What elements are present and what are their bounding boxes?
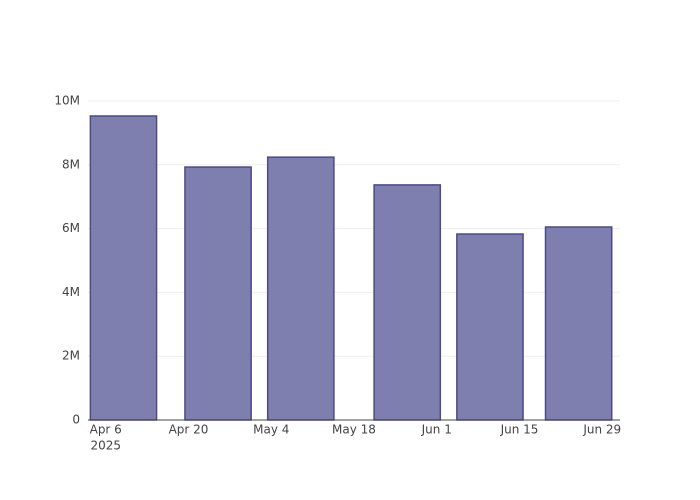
x-tick-label: May 4 <box>253 423 289 437</box>
bar <box>456 233 524 421</box>
x-tick-label: Apr 6 <box>90 423 122 437</box>
y-tick-label: 4M <box>62 285 80 299</box>
x-tick-label: Apr 20 <box>169 423 209 437</box>
bar <box>544 226 613 421</box>
bar <box>266 156 335 421</box>
bar <box>89 115 158 421</box>
y-tick-label: 0 <box>72 413 80 427</box>
x-tick-label: Jun 1 <box>421 423 452 437</box>
x-tick-label: Jun 15 <box>500 423 539 437</box>
x-year-label: 2025 <box>90 439 121 453</box>
y-tick-label: 2M <box>62 349 80 363</box>
y-tick-label: 10M <box>54 94 80 108</box>
y-tick-label: 8M <box>62 157 80 171</box>
bar <box>373 184 442 421</box>
x-tick-label: May 18 <box>332 423 376 437</box>
x-tick-label: Jun 29 <box>582 423 621 437</box>
bar <box>184 166 252 421</box>
y-tick-label: 6M <box>62 221 80 235</box>
